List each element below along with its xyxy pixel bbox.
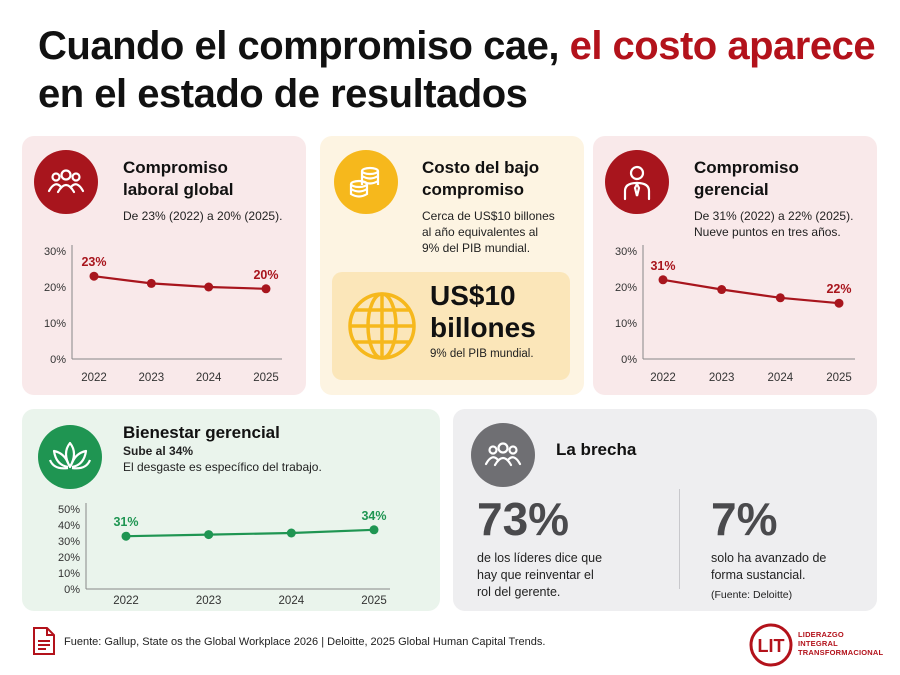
divider bbox=[679, 489, 680, 589]
x-tick-label: 2023 bbox=[139, 372, 165, 384]
x-tick-label: 2023 bbox=[196, 595, 222, 605]
y-tick-label: 0% bbox=[64, 584, 80, 596]
y-tick-label: 30% bbox=[615, 246, 637, 258]
data-point bbox=[121, 531, 131, 541]
y-tick-label: 30% bbox=[44, 246, 66, 258]
x-tick-label: 2025 bbox=[826, 372, 852, 384]
chart-compromiso-gerencial: 0% 10% 20% 30% 2022 2023 2024 2025 31% 22% bbox=[615, 245, 855, 384]
headline-part3: en el estado de resultados bbox=[38, 72, 528, 116]
footer-source: Fuente: Gallup, State os the Global Work… bbox=[64, 636, 546, 648]
y-tick-label: 20% bbox=[58, 552, 80, 564]
chart-compromiso-laboral: 0% 10% 20% 30% 2022 2023 2024 2025 23% 20% bbox=[44, 245, 282, 384]
headline: Cuando el compromiso cae, el costo apare… bbox=[38, 22, 878, 118]
x-tick-label: 2025 bbox=[253, 372, 279, 384]
card1-title: Compromiso laboral global bbox=[123, 158, 234, 199]
x-tick-label: 2024 bbox=[768, 372, 794, 384]
data-point bbox=[369, 525, 379, 535]
data-label: 20% bbox=[253, 268, 278, 282]
series-line bbox=[93, 275, 267, 290]
x-tick-label: 2024 bbox=[196, 372, 222, 384]
y-tick-label: 20% bbox=[44, 282, 66, 294]
data-point bbox=[775, 293, 785, 303]
card2-text: Cerca de US$10 billones al año equivalen… bbox=[422, 209, 555, 255]
y-tick-label: 10% bbox=[44, 318, 66, 330]
svg-text:LIT: LIT bbox=[758, 636, 785, 656]
card4-subtitle: Sube al 34% bbox=[123, 444, 194, 458]
data-point bbox=[834, 298, 844, 308]
data-label: 34% bbox=[361, 509, 386, 523]
data-point bbox=[146, 278, 156, 288]
data-point bbox=[261, 284, 271, 294]
card3-text: De 31% (2022) a 22% (2025). Nueve puntos… bbox=[694, 209, 854, 239]
x-tick-label: 2022 bbox=[650, 372, 676, 384]
stat-7: 7% bbox=[711, 493, 778, 545]
headline-part1: Cuando el compromiso cae, bbox=[38, 24, 570, 68]
card-compromiso-gerencial: Compromiso gerencial De 31% (2022) a 22%… bbox=[593, 136, 877, 395]
x-tick-label: 2022 bbox=[113, 595, 139, 605]
deloitte-source: (Fuente: Deloitte) bbox=[711, 589, 793, 601]
y-tick-label: 50% bbox=[58, 504, 80, 516]
card5-title: La brecha bbox=[556, 440, 637, 459]
data-point bbox=[89, 271, 99, 281]
data-label: 22% bbox=[826, 282, 851, 296]
data-point bbox=[717, 285, 727, 295]
billions-sub: 9% del PIB mundial. bbox=[430, 348, 534, 360]
card4-title: Bienestar gerencial bbox=[123, 423, 280, 442]
series-line bbox=[125, 528, 375, 538]
x-tick-label: 2023 bbox=[709, 372, 735, 384]
data-point bbox=[204, 530, 214, 540]
card-costo: Costo del bajo compromiso Cerca de US$10… bbox=[320, 136, 584, 395]
manager-icon bbox=[605, 150, 669, 214]
data-point bbox=[658, 275, 668, 285]
card2-title: Costo del bajo compromiso bbox=[422, 158, 540, 199]
x-tick-label: 2024 bbox=[279, 595, 305, 605]
billions-box: US$10 billones 9% del PIB mundial. bbox=[332, 272, 570, 380]
logo-text: LIDERAZGO INTEGRAL TRANSFORMACIONAL bbox=[798, 630, 884, 657]
y-tick-label: 40% bbox=[58, 520, 80, 532]
document-icon bbox=[32, 626, 56, 661]
headline-highlight: el costo aparece bbox=[569, 24, 876, 68]
series-line bbox=[662, 278, 840, 305]
chart-bienestar: 0% 10% 20% 30% 40% 50% 2022 2023 2024 2025 31% 34% bbox=[58, 503, 390, 605]
y-tick-label: 0% bbox=[50, 354, 66, 366]
coins-icon bbox=[334, 150, 398, 214]
stat-73: 73% bbox=[477, 493, 570, 545]
data-label: 31% bbox=[113, 515, 138, 529]
card-bienestar: Bienestar gerencial Sube al 34% El desga… bbox=[22, 409, 440, 611]
card4-text: El desgaste es específico del trabajo. bbox=[123, 460, 322, 474]
lit-logo: LIT bbox=[748, 622, 794, 673]
globe-icon bbox=[346, 290, 418, 367]
billions-figure: US$10 billones bbox=[430, 280, 536, 343]
lotus-icon bbox=[38, 425, 102, 489]
y-tick-label: 0% bbox=[621, 354, 637, 366]
y-tick-label: 20% bbox=[615, 282, 637, 294]
people-group-icon bbox=[471, 423, 535, 487]
data-point bbox=[204, 282, 214, 292]
card-brecha: La brecha 73% de los líderes dice que ha… bbox=[453, 409, 877, 611]
card1-text: De 23% (2022) a 20% (2025). bbox=[123, 209, 283, 223]
y-tick-label: 30% bbox=[58, 536, 80, 548]
data-point bbox=[286, 528, 296, 538]
y-tick-label: 10% bbox=[615, 318, 637, 330]
data-label: 23% bbox=[81, 255, 106, 269]
data-label: 31% bbox=[650, 259, 675, 273]
people-group-icon bbox=[34, 150, 98, 214]
x-tick-label: 2022 bbox=[81, 372, 107, 384]
card-compromiso-laboral: Compromiso laboral global De 23% (2022) … bbox=[22, 136, 306, 395]
card3-title: Compromiso gerencial bbox=[694, 158, 799, 199]
y-tick-label: 10% bbox=[58, 568, 80, 580]
x-tick-label: 2025 bbox=[361, 595, 387, 605]
stat-7-text: solo ha avanzado de forma sustancial. bbox=[711, 551, 827, 582]
stat-73-text: de los líderes dice que hay que reinvent… bbox=[477, 551, 603, 599]
